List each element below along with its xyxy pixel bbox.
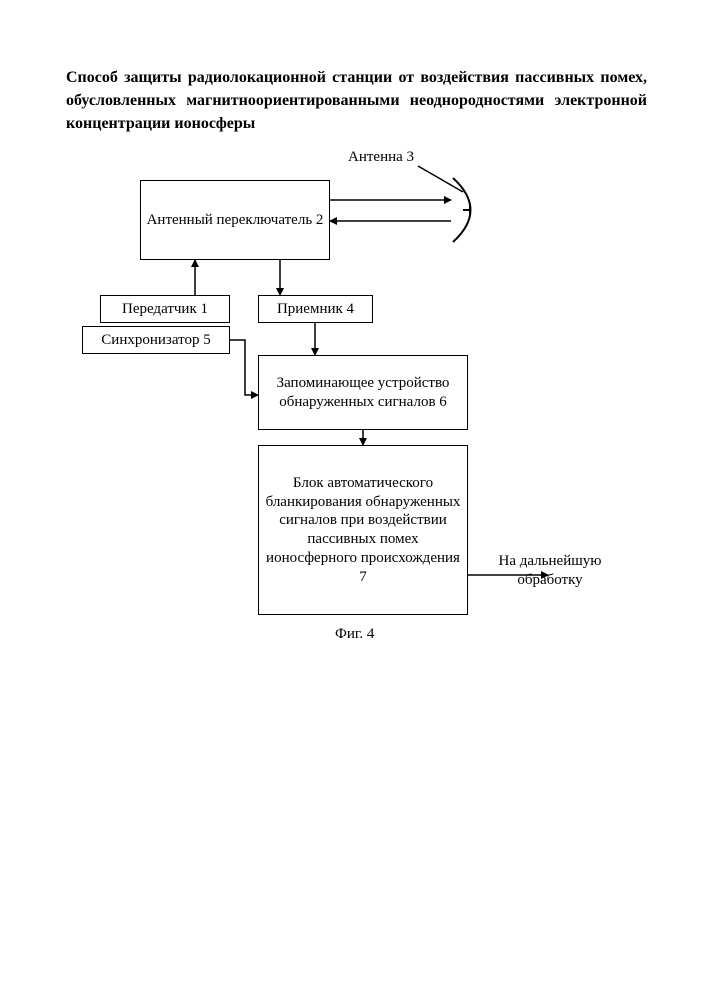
page-title: Способ защиты радиолокационной станции о… [66, 66, 647, 136]
arrow-block5-to-block6 [230, 340, 258, 395]
block-4-text: Приемник 4 [277, 300, 354, 319]
block-4-receiver: Приемник 4 [258, 295, 373, 323]
output-label: На дальнейшую обработку [480, 552, 620, 590]
antenna-dish-icon [453, 178, 471, 242]
block-2-text: Антенный переключатель 2 [147, 211, 324, 230]
block-1-text: Передатчик 1 [122, 300, 208, 319]
block-5-text: Синхронизатор 5 [101, 331, 210, 350]
output-label-text: На дальнейшую обработку [499, 553, 602, 588]
block-7-text: Блок автоматического бланкирования обнар… [263, 474, 463, 587]
block-2-antenna-switch: Антенный переключатель 2 [140, 180, 330, 260]
antenna-label: Антенна 3 [348, 148, 414, 167]
figure-caption: Фиг. 4 [335, 625, 374, 644]
block-1-transmitter: Передатчик 1 [100, 295, 230, 323]
block-6-memory: Запоминающее устройство обнаруженных сиг… [258, 355, 468, 430]
block-6-text: Запоминающее устройство обнаруженных сиг… [263, 374, 463, 412]
block-5-synchronizer: Синхронизатор 5 [82, 326, 230, 354]
block-7-blanking: Блок автоматического бланкирования обнар… [258, 445, 468, 615]
antenna-label-pointer [418, 166, 463, 192]
